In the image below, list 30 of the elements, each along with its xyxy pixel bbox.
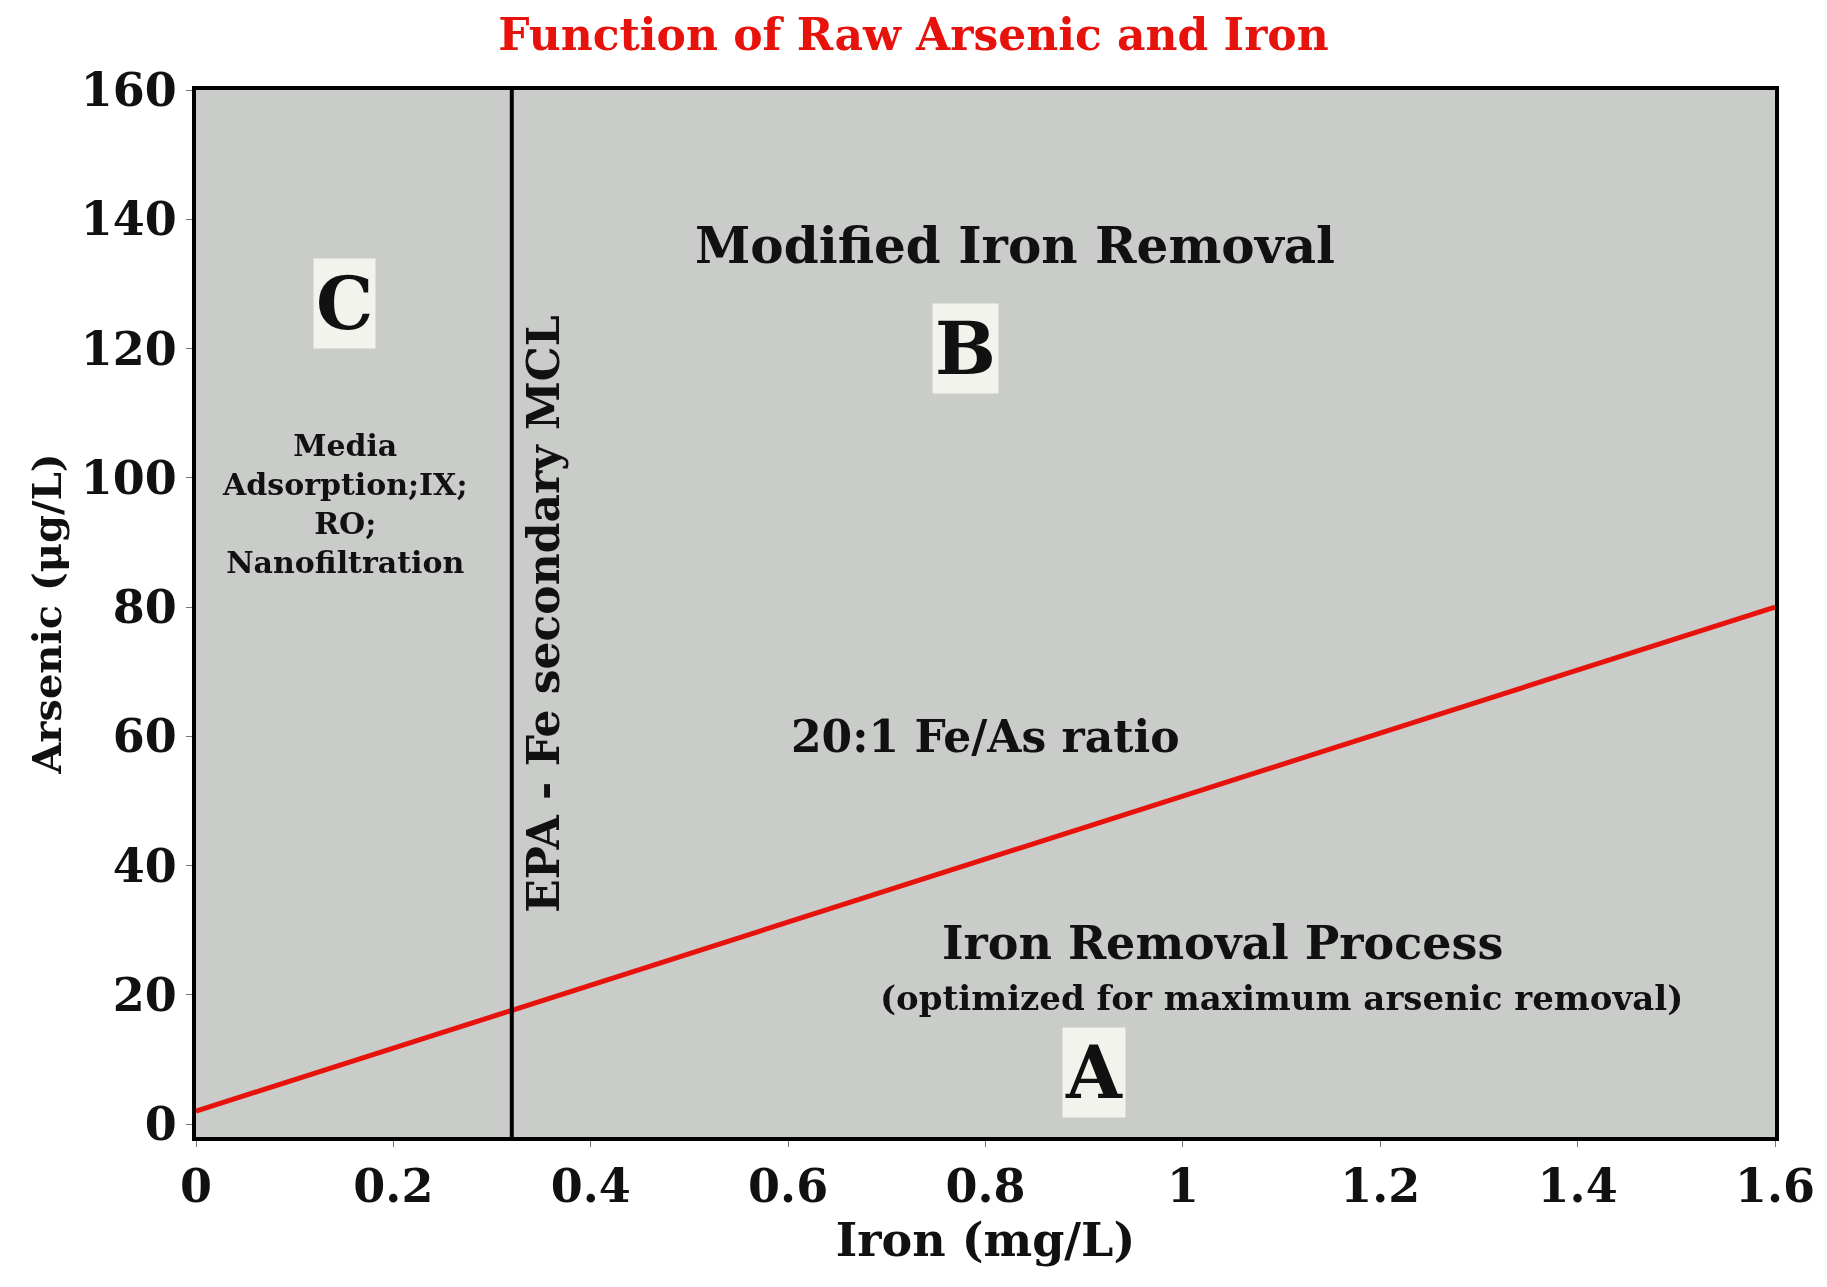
annotation: C	[316, 261, 374, 346]
annotation: Media Adsorption;IX; RO; Nanofiltration	[222, 428, 468, 580]
y-tick-label: 140	[80, 192, 177, 247]
y-tick-label: 120	[80, 321, 177, 376]
y-tick-label: 0	[144, 1097, 177, 1152]
y-tick-label: 20	[112, 967, 177, 1022]
y-tick-label: 40	[112, 838, 177, 893]
annotation: Iron Removal Process	[942, 916, 1504, 970]
chart-title: Function of Raw Arsenic and Iron	[498, 9, 1329, 61]
y-tick-label: 60	[112, 709, 177, 764]
x-tick-label: 0	[179, 1159, 213, 1214]
annotation: (optimized for maximum arsenic removal)	[880, 978, 1684, 1018]
x-tick-label: 1.6	[1734, 1159, 1816, 1214]
x-tick-label: 0.4	[550, 1159, 631, 1214]
annotation: 20:1 Fe/As ratio	[791, 711, 1180, 762]
y-tick-label: 100	[80, 450, 177, 505]
ref-line-label: EPA - Fe secondary MCL	[517, 315, 569, 913]
annotation: B	[935, 306, 996, 391]
x-axis-title: Iron (mg/L)	[835, 1213, 1136, 1268]
x-tick-label: 1.2	[1340, 1159, 1421, 1214]
y-tick-label: 160	[80, 63, 177, 118]
x-tick-label: 1	[1166, 1159, 1199, 1214]
annotation: Modified Iron Removal	[695, 216, 1336, 275]
x-tick-label: 1.4	[1537, 1159, 1618, 1214]
y-tick-label: 80	[112, 580, 177, 635]
x-tick-label: 0.6	[748, 1159, 829, 1214]
x-tick-label: 0.8	[945, 1159, 1026, 1214]
y-axis-title: Arsenic (μg/L)	[22, 453, 70, 775]
x-tick-label: 0.2	[353, 1159, 434, 1214]
annotation: A	[1065, 1030, 1123, 1115]
